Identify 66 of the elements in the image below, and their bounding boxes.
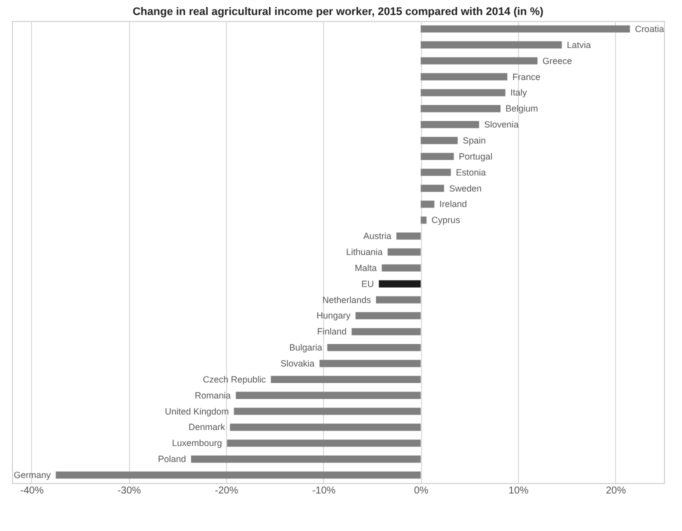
bar: [420, 89, 506, 96]
y-tick-label: Finland: [317, 326, 347, 337]
bar: [56, 471, 421, 479]
y-tick-label: Luxembourg: [172, 438, 222, 448]
bar: [191, 456, 421, 463]
bar: [270, 376, 421, 384]
bar: [420, 25, 630, 33]
y-tick-label: Hungary: [316, 310, 352, 321]
y-tick-label: Ireland: [439, 199, 467, 210]
y-tick-label: Italy: [510, 88, 528, 98]
x-tick-label: 0%: [414, 486, 429, 496]
bar: [230, 424, 421, 431]
y-tick-label: Romania: [194, 390, 231, 400]
y-tick-label: Slovenia: [484, 120, 519, 130]
y-tick-label: Estonia: [456, 167, 486, 178]
y-tick-label: Belgium: [506, 104, 538, 114]
y-tick-label: Spain: [462, 135, 486, 146]
bar: [356, 312, 421, 320]
bar: [234, 408, 421, 415]
bar: [420, 120, 480, 128]
x-tick-label: -30%: [118, 486, 142, 496]
y-tick-label: Portugal: [458, 151, 492, 162]
bar: [420, 57, 538, 64]
x-tick-label: -10%: [312, 486, 336, 496]
bar: [327, 344, 421, 352]
y-tick-label: France: [512, 72, 540, 82]
y-tick-label: Germany: [14, 470, 52, 480]
bar: [236, 392, 421, 399]
bar: [420, 216, 427, 224]
y-tick-label: Latvia: [566, 40, 591, 50]
y-tick-label: Sweden: [449, 183, 482, 194]
y-tick-label: Cyprus: [432, 215, 461, 226]
y-tick-label: Netherlands: [322, 294, 372, 305]
y-tick-label: Denmark: [188, 422, 226, 432]
bar: [227, 440, 421, 447]
bar: [420, 105, 501, 112]
bar: [382, 264, 421, 272]
chart-title: Change in real agricultural income per worker, 2015 compared with 2014 (in %): [132, 6, 544, 18]
bar: [420, 136, 458, 144]
x-tick-label: 10%: [508, 486, 529, 496]
bar: [420, 152, 454, 160]
x-tick-label: -20%: [214, 486, 238, 496]
y-tick-label: Croatia: [634, 24, 664, 34]
bar: [420, 200, 434, 208]
bar: [376, 296, 421, 304]
x-tick-label: -40%: [20, 486, 44, 496]
bar: [420, 184, 444, 192]
bar: [420, 168, 451, 176]
y-tick-label: Poland: [158, 454, 186, 464]
bar: [320, 360, 421, 368]
bar: [420, 41, 562, 48]
y-tick-label: Malta: [354, 262, 377, 273]
y-tick-label: Bulgaria: [289, 342, 322, 353]
y-tick-label: EU: [361, 278, 374, 289]
bar: [378, 280, 421, 288]
bar: [396, 232, 421, 240]
bar: [420, 73, 508, 80]
y-tick-label: United Kingdom: [164, 406, 229, 416]
y-tick-label: Slovakia: [280, 358, 315, 369]
y-tick-label: Greece: [542, 56, 572, 66]
x-tick-label: 20%: [606, 486, 626, 496]
bar: [352, 328, 421, 336]
y-tick-label: Austria: [363, 231, 392, 242]
y-tick-label: Lithuania: [346, 247, 383, 257]
bar: [388, 248, 421, 256]
y-tick-label: Czech Republic: [202, 374, 266, 384]
